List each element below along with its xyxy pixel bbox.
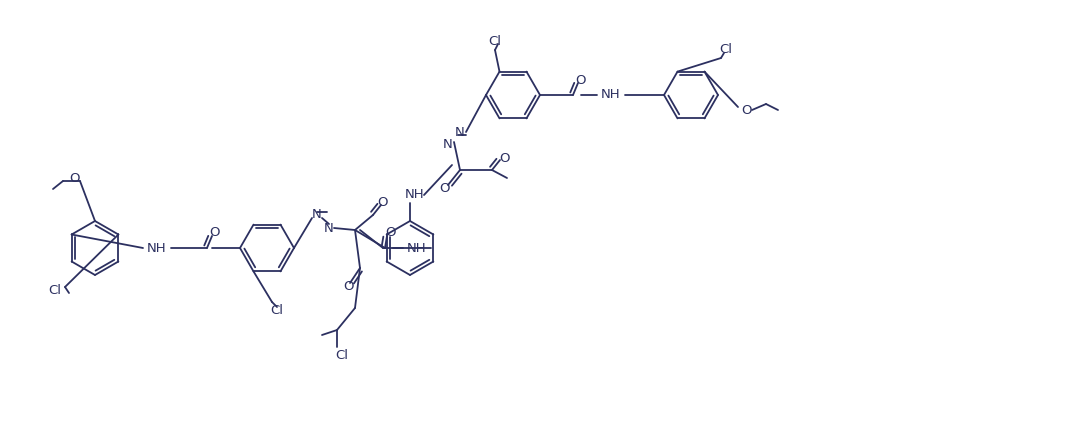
Text: Cl: Cl: [489, 35, 502, 48]
Text: O: O: [378, 197, 388, 210]
Text: O: O: [498, 151, 509, 164]
Text: N: N: [443, 139, 453, 151]
Text: O: O: [385, 226, 395, 239]
Text: Cl: Cl: [720, 44, 733, 57]
Text: NH: NH: [406, 188, 425, 201]
Text: Cl: Cl: [336, 348, 349, 361]
Text: NH: NH: [407, 242, 427, 255]
Text: Cl: Cl: [49, 283, 62, 296]
Text: O: O: [440, 181, 450, 194]
Text: N: N: [312, 208, 322, 221]
Text: NH: NH: [147, 242, 167, 255]
Text: O: O: [343, 279, 353, 293]
Text: Cl: Cl: [271, 303, 284, 317]
Text: O: O: [70, 171, 80, 184]
Text: NH: NH: [601, 89, 620, 102]
Text: O: O: [741, 103, 751, 116]
Text: N: N: [455, 126, 465, 139]
Text: O: O: [209, 226, 220, 239]
Text: O: O: [576, 74, 586, 86]
Text: N: N: [324, 221, 333, 235]
